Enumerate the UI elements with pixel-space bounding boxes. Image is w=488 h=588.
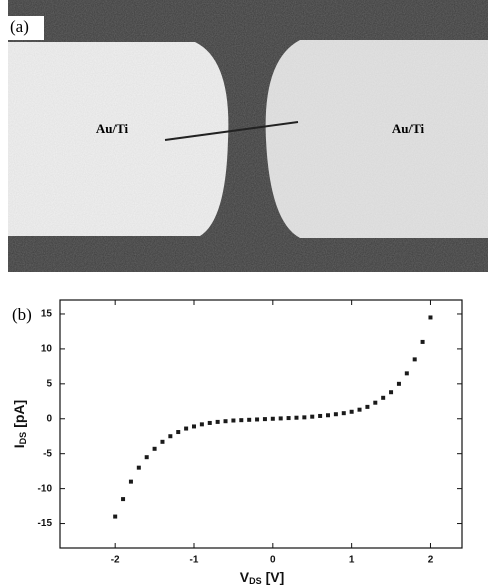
- data-point: [381, 396, 385, 400]
- data-point: [413, 357, 417, 361]
- data-point: [263, 417, 267, 421]
- y-tick-label: 15: [41, 309, 53, 320]
- data-point: [365, 405, 369, 409]
- y-tick-label: -15: [38, 518, 53, 529]
- data-point: [239, 418, 243, 422]
- data-point: [373, 401, 377, 405]
- figure-canvas: (a) Au/Ti Au/Ti (b) VDS[V] IDS[pA] -2-10…: [0, 0, 488, 588]
- x-tick-label: -1: [190, 555, 199, 566]
- x-tick-label: 1: [349, 555, 355, 566]
- data-point: [287, 416, 291, 420]
- x-axis-sub: DS: [249, 576, 262, 586]
- data-point: [121, 497, 125, 501]
- data-point: [334, 412, 338, 416]
- data-point: [302, 415, 306, 419]
- y-axis-sub: DS: [18, 432, 28, 445]
- data-point: [421, 340, 425, 344]
- y-axis-unit: [pA]: [11, 400, 27, 428]
- data-point: [113, 515, 117, 519]
- y-tick-label: 10: [41, 344, 53, 355]
- plot-frame: [60, 300, 462, 548]
- data-point: [145, 455, 149, 459]
- data-point: [137, 466, 141, 470]
- data-point: [350, 410, 354, 414]
- data-point: [247, 418, 251, 422]
- y-axis-title: IDS[pA]: [11, 400, 29, 448]
- x-axis-unit: [V]: [266, 569, 285, 585]
- x-tick-label: 0: [270, 555, 276, 566]
- data-point: [192, 424, 196, 428]
- data-point: [358, 408, 362, 412]
- data-point: [318, 414, 322, 418]
- data-point: [176, 430, 180, 434]
- x-axis-title: VDS[V]: [240, 569, 285, 587]
- data-point: [224, 419, 228, 423]
- data-point: [129, 480, 133, 484]
- panel-label: (b): [12, 305, 32, 324]
- data-point: [326, 413, 330, 417]
- data-point: [271, 417, 275, 421]
- y-tick-label: 0: [46, 413, 52, 424]
- x-tick-label: -2: [111, 555, 120, 566]
- y-tick-label: -5: [43, 448, 52, 459]
- data-point: [160, 440, 164, 444]
- data-point: [255, 417, 259, 421]
- data-point: [428, 315, 432, 319]
- figure: (a) Au/Ti Au/Ti (b) VDS[V] IDS[pA] -2-10…: [0, 0, 488, 588]
- data-point: [310, 415, 314, 419]
- data-point: [208, 421, 212, 425]
- micrograph: [4, 0, 488, 272]
- y-tick-label: -10: [38, 483, 53, 494]
- x-tick-label: 2: [428, 555, 434, 566]
- data-point: [168, 434, 172, 438]
- data-point: [294, 416, 298, 420]
- data-point: [231, 419, 235, 423]
- electrode-label: Au/Ti: [392, 121, 425, 136]
- electrode-label: Au/Ti: [96, 121, 129, 136]
- data-point: [342, 411, 346, 415]
- panel-label: (a): [10, 17, 29, 36]
- data-point: [216, 420, 220, 424]
- data-point: [153, 447, 157, 451]
- data-point: [200, 422, 204, 426]
- data-point: [279, 416, 283, 420]
- y-tick-label: 5: [46, 378, 52, 389]
- data-point: [405, 371, 409, 375]
- data-point: [184, 427, 188, 431]
- data-point: [397, 382, 401, 386]
- data-point: [389, 390, 393, 394]
